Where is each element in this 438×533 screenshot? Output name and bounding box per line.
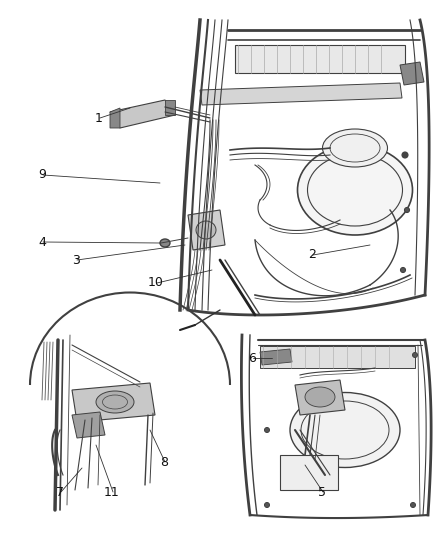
Text: 10: 10 — [148, 277, 164, 289]
Polygon shape — [188, 210, 225, 250]
Ellipse shape — [265, 503, 269, 507]
Ellipse shape — [96, 391, 134, 413]
Polygon shape — [400, 62, 424, 85]
Text: 3: 3 — [72, 254, 80, 266]
Text: 6: 6 — [248, 351, 256, 365]
Ellipse shape — [262, 352, 268, 358]
Text: 7: 7 — [56, 486, 64, 498]
Polygon shape — [165, 100, 175, 115]
Text: 2: 2 — [308, 248, 316, 262]
Ellipse shape — [265, 427, 269, 432]
Ellipse shape — [413, 352, 417, 358]
Polygon shape — [295, 380, 345, 415]
Text: 9: 9 — [38, 168, 46, 182]
Polygon shape — [110, 100, 175, 128]
Ellipse shape — [402, 152, 408, 158]
Ellipse shape — [160, 239, 170, 247]
Ellipse shape — [297, 145, 413, 235]
Ellipse shape — [322, 129, 388, 167]
Text: 4: 4 — [38, 236, 46, 248]
Ellipse shape — [410, 503, 416, 507]
Polygon shape — [72, 383, 155, 422]
Polygon shape — [200, 83, 402, 105]
Text: 1: 1 — [95, 111, 103, 125]
Ellipse shape — [405, 207, 410, 213]
Text: 8: 8 — [160, 456, 168, 469]
Ellipse shape — [196, 221, 216, 239]
Bar — [280, 455, 338, 490]
Polygon shape — [72, 412, 105, 438]
Ellipse shape — [305, 387, 335, 407]
Text: 11: 11 — [104, 486, 120, 498]
Polygon shape — [110, 108, 120, 128]
Text: 5: 5 — [318, 486, 326, 498]
Ellipse shape — [290, 392, 400, 467]
Bar — [235, 45, 405, 73]
Polygon shape — [260, 349, 292, 365]
Bar — [260, 346, 415, 368]
Ellipse shape — [400, 268, 406, 272]
